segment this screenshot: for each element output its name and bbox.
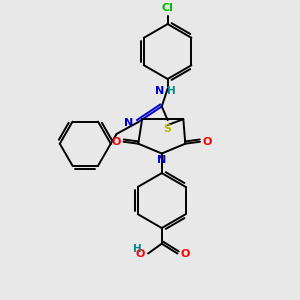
Text: H: H — [133, 244, 142, 254]
Text: N: N — [157, 155, 167, 166]
Text: N: N — [124, 118, 133, 128]
Text: Cl: Cl — [162, 3, 174, 13]
Text: O: O — [136, 250, 145, 260]
Text: H: H — [167, 86, 176, 96]
Text: O: O — [111, 137, 121, 147]
Text: S: S — [164, 124, 172, 134]
Text: O: O — [180, 248, 190, 259]
Text: N: N — [155, 86, 164, 96]
Text: O: O — [203, 137, 212, 147]
